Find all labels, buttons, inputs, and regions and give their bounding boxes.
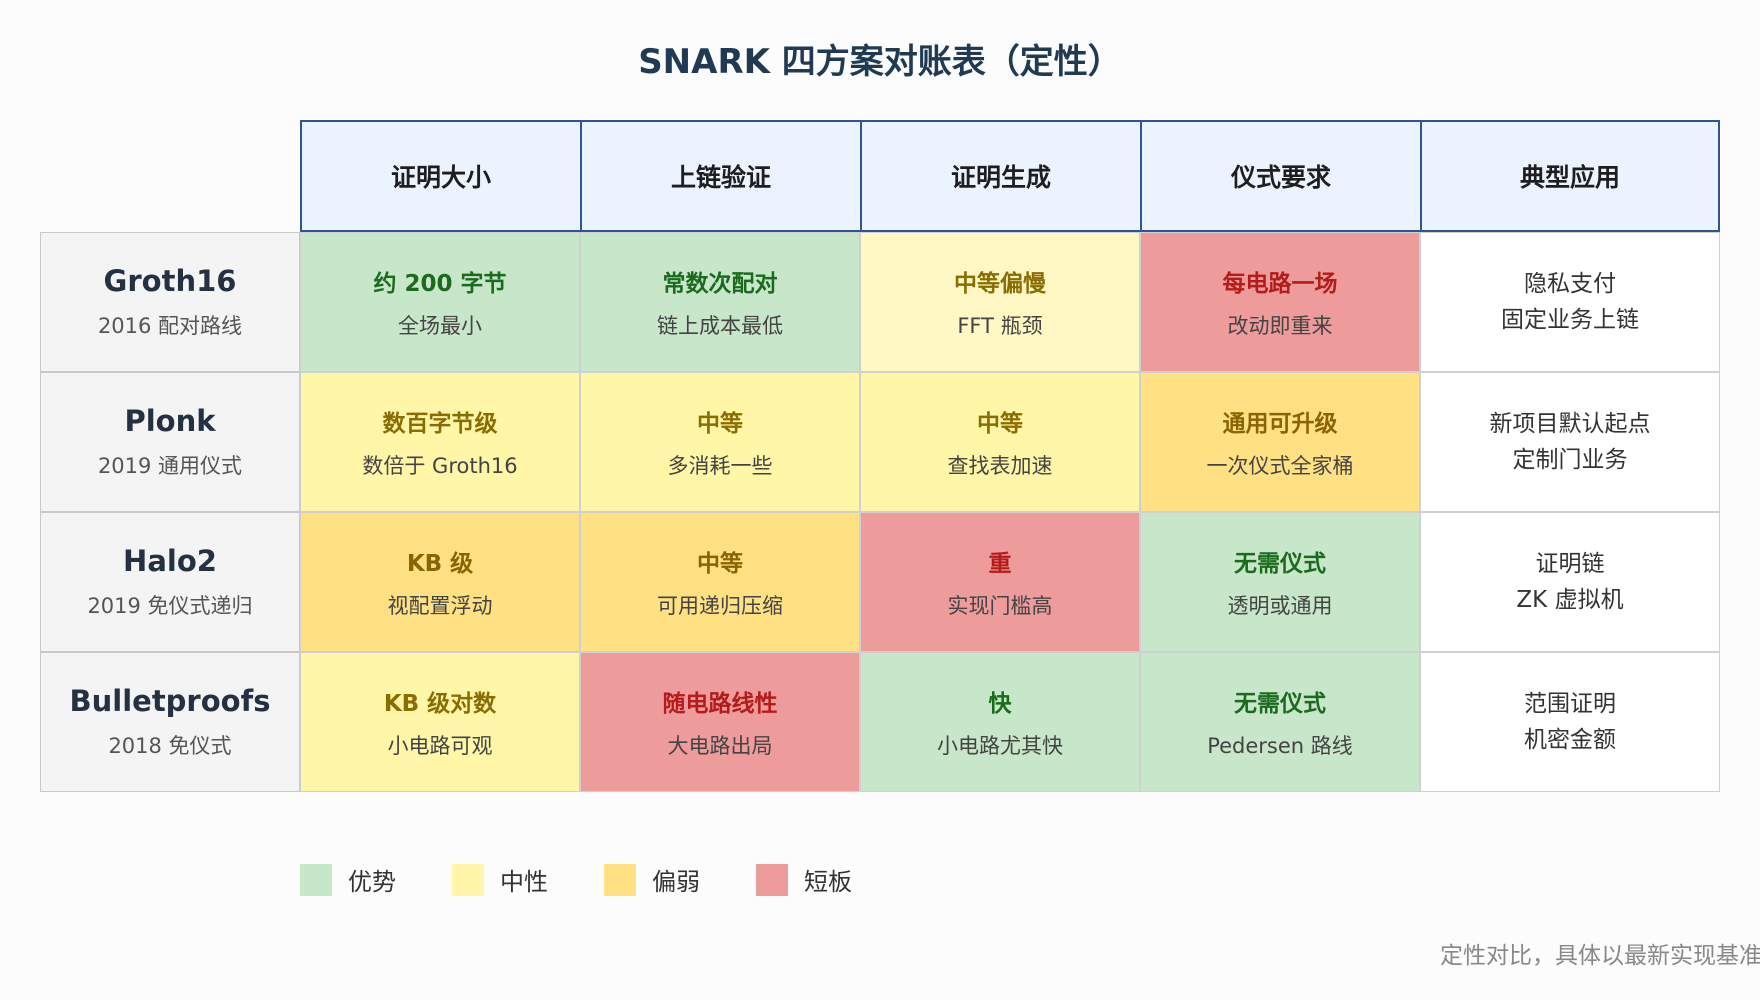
cell-sub: 全场最小 xyxy=(398,314,482,338)
legend-item-weak: 偏弱 xyxy=(604,862,700,897)
legend-swatch xyxy=(756,863,788,896)
row-header-plonk: Plonk 2019 通用仪式 xyxy=(40,372,300,512)
legend-swatch xyxy=(452,863,484,896)
column-header-ceremony: 仪式要求 xyxy=(1140,120,1420,232)
legend-item-neutral: 中性 xyxy=(452,862,548,897)
comparison-table: 证明大小 上链验证 证明生成 仪式要求 典型应用 Groth16 2016 配对… xyxy=(40,120,1720,792)
table-cell: KB 级对数 小电路可观 xyxy=(300,652,580,792)
table-cell: 每电路一场 改动即重来 xyxy=(1140,232,1420,372)
table-cell: 中等 可用递归压缩 xyxy=(580,512,860,652)
app-line: 定制门业务 xyxy=(1512,447,1628,473)
table-cell: 通用可升级 一次仪式全家桶 xyxy=(1140,372,1420,512)
app-line: 证明链 xyxy=(1535,551,1605,577)
table-cell-applications: 新项目默认起点 定制门业务 xyxy=(1420,372,1720,512)
app-line: ZK 虚拟机 xyxy=(1516,587,1624,613)
cell-main: 常数次配对 xyxy=(662,271,778,297)
cell-main: 中等 xyxy=(697,551,743,577)
cell-main: 中等偏慢 xyxy=(954,271,1046,297)
cell-main: KB 级 xyxy=(406,551,474,577)
row-header-bulletproofs: Bulletproofs 2018 免仪式 xyxy=(40,652,300,792)
table-cell: 中等 多消耗一些 xyxy=(580,372,860,512)
table-cell-applications: 隐私支付 固定业务上链 xyxy=(1420,232,1720,372)
legend-label: 短板 xyxy=(804,868,852,896)
table-cell: 数百字节级 数倍于 Groth16 xyxy=(300,372,580,512)
cell-main: 随电路线性 xyxy=(662,691,778,717)
footnote: 定性对比，具体以最新实现基准 xyxy=(1440,943,1760,969)
row-subtitle: 2016 配对路线 xyxy=(97,314,243,338)
table-cell: 随电路线性 大电路出局 xyxy=(580,652,860,792)
cell-main: KB 级对数 xyxy=(383,691,497,717)
cell-sub: 查找表加速 xyxy=(947,454,1053,478)
row-name: Plonk xyxy=(124,404,216,438)
table-cell: 快 小电路尤其快 xyxy=(860,652,1140,792)
cell-sub: 大电路出局 xyxy=(667,734,773,758)
cell-main: 快 xyxy=(988,691,1012,717)
column-header-proof-size: 证明大小 xyxy=(300,120,580,232)
column-header-onchain-verify: 上链验证 xyxy=(580,120,860,232)
app-line: 机密金额 xyxy=(1524,727,1616,753)
cell-sub: 小电路尤其快 xyxy=(937,734,1063,758)
cell-main: 数百字节级 xyxy=(382,411,498,437)
app-line: 隐私支付 xyxy=(1524,271,1616,297)
table-cell: 常数次配对 链上成本最低 xyxy=(580,232,860,372)
cell-main: 约 200 字节 xyxy=(373,271,507,297)
table-cell: 中等 查找表加速 xyxy=(860,372,1140,512)
cell-sub: 改动即重来 xyxy=(1227,314,1333,338)
cell-sub: 可用递归压缩 xyxy=(657,594,783,618)
table-cell: KB 级 视配置浮动 xyxy=(300,512,580,652)
cell-sub: 一次仪式全家桶 xyxy=(1206,454,1354,478)
column-header-proof-generation: 证明生成 xyxy=(860,120,1140,232)
table-cell-applications: 证明链 ZK 虚拟机 xyxy=(1420,512,1720,652)
legend-label: 中性 xyxy=(500,868,548,896)
table-cell: 无需仪式 Pedersen 路线 xyxy=(1140,652,1420,792)
cell-sub: FFT 瓶颈 xyxy=(957,314,1043,338)
legend-swatch xyxy=(300,863,332,896)
cell-main: 无需仪式 xyxy=(1234,691,1326,717)
cell-sub: 多消耗一些 xyxy=(667,454,773,478)
app-line: 固定业务上链 xyxy=(1501,307,1639,333)
cell-main: 无需仪式 xyxy=(1234,551,1326,577)
cell-sub: 数倍于 Groth16 xyxy=(362,454,518,478)
legend-swatch xyxy=(604,863,636,896)
cell-sub: 链上成本最低 xyxy=(657,314,783,338)
cell-sub: 小电路可观 xyxy=(387,734,493,758)
cell-main: 通用可升级 xyxy=(1222,411,1338,437)
cell-sub: Pedersen 路线 xyxy=(1207,734,1353,758)
row-subtitle: 2018 免仪式 xyxy=(108,734,232,758)
row-subtitle: 2019 免仪式递归 xyxy=(87,594,253,618)
table-cell: 中等偏慢 FFT 瓶颈 xyxy=(860,232,1140,372)
row-name: Halo2 xyxy=(123,544,217,578)
row-name: Bulletproofs xyxy=(69,684,271,718)
legend-label: 优势 xyxy=(348,868,396,896)
cell-main: 重 xyxy=(988,551,1012,577)
cell-main: 每电路一场 xyxy=(1222,271,1338,297)
table-cell-applications: 范围证明 机密金额 xyxy=(1420,652,1720,792)
row-subtitle: 2019 通用仪式 xyxy=(97,454,243,478)
table-cell: 无需仪式 透明或通用 xyxy=(1140,512,1420,652)
table-cell: 约 200 字节 全场最小 xyxy=(300,232,580,372)
cell-main: 中等 xyxy=(977,411,1023,437)
legend: 优势 中性 偏弱 短板 xyxy=(300,862,908,897)
row-header-halo2: Halo2 2019 免仪式递归 xyxy=(40,512,300,652)
app-line: 新项目默认起点 xyxy=(1489,411,1651,437)
cell-sub: 透明或通用 xyxy=(1227,594,1333,618)
page-title: SNARK 四方案对账表（定性） xyxy=(638,42,1122,82)
cell-sub: 视配置浮动 xyxy=(387,594,493,618)
legend-item-shortcoming: 短板 xyxy=(756,862,852,897)
table-cell: 重 实现门槛高 xyxy=(860,512,1140,652)
app-line: 范围证明 xyxy=(1524,691,1616,717)
cell-main: 中等 xyxy=(697,411,743,437)
table-corner xyxy=(40,120,300,232)
row-name: Groth16 xyxy=(103,264,237,298)
cell-sub: 实现门槛高 xyxy=(947,594,1053,618)
legend-item-advantage: 优势 xyxy=(300,862,396,897)
column-header-applications: 典型应用 xyxy=(1420,120,1720,232)
row-header-groth16: Groth16 2016 配对路线 xyxy=(40,232,300,372)
legend-label: 偏弱 xyxy=(652,868,700,896)
